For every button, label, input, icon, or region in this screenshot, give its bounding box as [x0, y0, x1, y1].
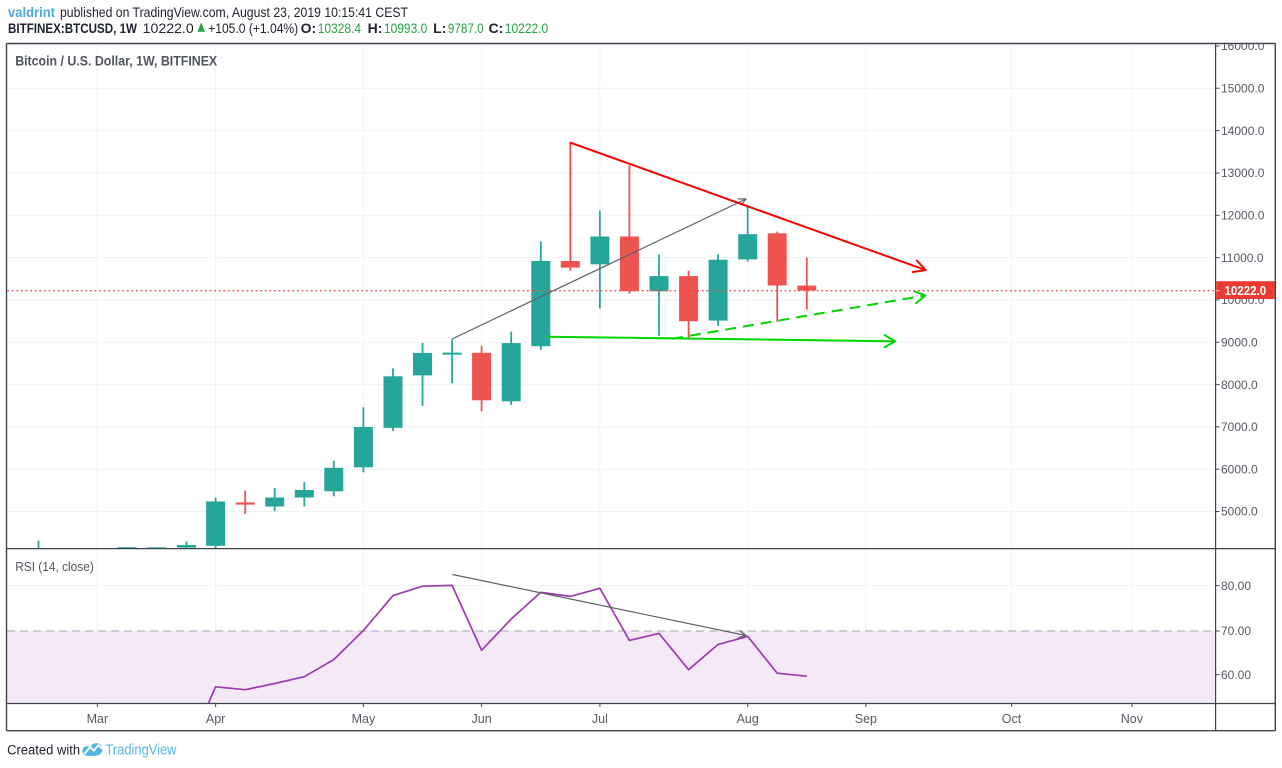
svg-text:Jun: Jun — [472, 712, 492, 726]
svg-text:9000.0: 9000.0 — [1221, 335, 1258, 349]
svg-text:8000.0: 8000.0 — [1221, 378, 1258, 392]
svg-text:13000.0: 13000.0 — [1221, 166, 1265, 180]
svg-text:RSI (14, close): RSI (14, close) — [15, 560, 94, 574]
svg-text:14000.0: 14000.0 — [1221, 124, 1265, 138]
svg-text:Jul: Jul — [592, 712, 608, 726]
svg-text:10993.0: 10993.0 — [384, 20, 428, 36]
svg-text:Aug: Aug — [737, 712, 759, 726]
svg-text:15000.0: 15000.0 — [1221, 82, 1265, 96]
svg-text:6000.0: 6000.0 — [1221, 462, 1258, 476]
svg-text:Created with: Created with — [7, 742, 80, 757]
svg-text:16000.0: 16000.0 — [1221, 39, 1265, 53]
svg-text:10222.0: 10222.0 — [1225, 284, 1267, 298]
svg-text:70.00: 70.00 — [1221, 624, 1251, 638]
svg-text:L:: L: — [433, 20, 446, 36]
svg-text:BITFINEX:BTCUSD, 1W: BITFINEX:BTCUSD, 1W — [8, 20, 138, 36]
svg-text:Bitcoin / U.S. Dollar, 1W, BIT: Bitcoin / U.S. Dollar, 1W, BITFINEX — [15, 53, 218, 69]
svg-text:Apr: Apr — [206, 712, 225, 726]
svg-text:11000.0: 11000.0 — [1221, 251, 1264, 265]
svg-text:+105.0 (+1.04%): +105.0 (+1.04%) — [208, 20, 298, 36]
svg-text:May: May — [352, 712, 376, 726]
svg-text:12000.0: 12000.0 — [1221, 209, 1265, 223]
svg-text:Mar: Mar — [87, 712, 109, 726]
svg-text:10328.4: 10328.4 — [318, 20, 362, 36]
svg-text:10222.0: 10222.0 — [143, 20, 194, 36]
svg-text:Oct: Oct — [1002, 712, 1022, 726]
svg-text:10222.0: 10222.0 — [505, 20, 549, 36]
svg-text:60.00: 60.00 — [1221, 668, 1251, 682]
svg-text:O:: O: — [301, 20, 317, 36]
svg-text:9787.0: 9787.0 — [448, 20, 484, 36]
svg-text:TradingView: TradingView — [106, 742, 177, 759]
svg-text:published on TradingView.com,: published on TradingView.com, August 23,… — [60, 4, 408, 20]
svg-text:7000.0: 7000.0 — [1221, 420, 1258, 434]
svg-text:C:: C: — [489, 20, 504, 36]
svg-text:Sep: Sep — [855, 712, 877, 726]
svg-text:80.00: 80.00 — [1221, 579, 1251, 593]
svg-text:5000.0: 5000.0 — [1221, 505, 1258, 519]
svg-text:H:: H: — [368, 20, 383, 36]
svg-text:valdrint: valdrint — [8, 4, 55, 20]
svg-text:Nov: Nov — [1121, 712, 1144, 726]
